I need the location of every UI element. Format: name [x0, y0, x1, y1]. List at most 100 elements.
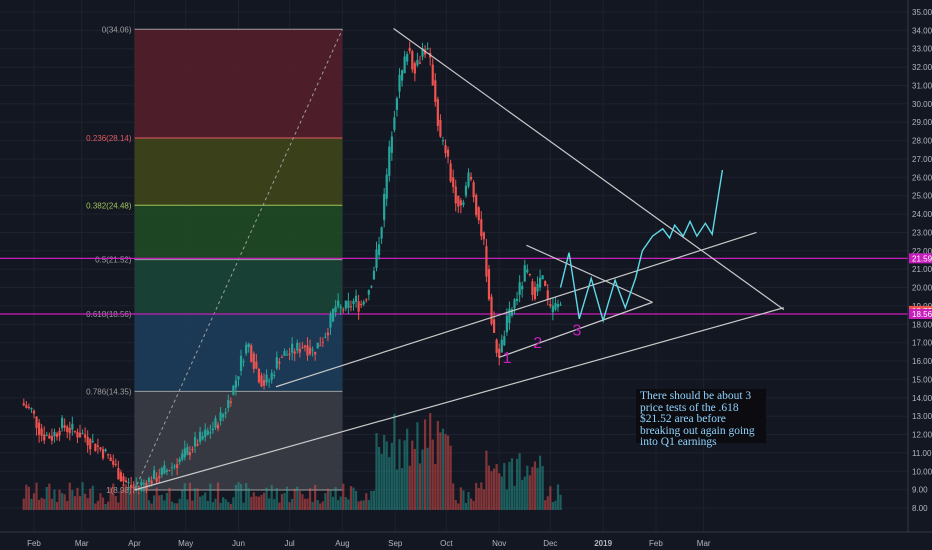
candle-body [326, 332, 330, 336]
candle-body [275, 357, 278, 369]
candle-body [298, 348, 301, 353]
volume-bar [426, 447, 429, 510]
candle-body [472, 182, 475, 198]
candle-body [314, 351, 317, 355]
candle-body [357, 301, 360, 312]
volume-bar [22, 498, 25, 510]
candle-body [25, 405, 28, 408]
candle-body [319, 345, 322, 347]
candle-body [104, 449, 107, 452]
volume-bar [546, 496, 549, 510]
x-tick-label: Dec [543, 539, 557, 548]
volume-bar [94, 503, 97, 510]
volume-bar [61, 493, 64, 510]
candle-body [234, 380, 238, 388]
candle-body [477, 207, 480, 221]
y-tick-label: 10.00 [912, 467, 932, 476]
candle-body [222, 414, 225, 418]
y-tick-label: 27.00 [912, 155, 932, 164]
volume-bar [130, 494, 133, 510]
fib-level-label: 0.236(28.14) [86, 134, 132, 143]
volume-bar [293, 488, 296, 510]
volume-bar [362, 500, 365, 510]
candle-body [101, 449, 105, 459]
volume-bar [117, 502, 120, 510]
candle-body [53, 431, 56, 437]
y-tick-label: 21.00 [912, 265, 932, 274]
volume-bar [262, 492, 266, 510]
trend-line [393, 28, 785, 311]
volume-bar [352, 487, 355, 510]
annotation-box[interactable]: There should be about 3 price tests of t… [636, 389, 766, 448]
candle-body [73, 430, 76, 432]
candle-body [546, 290, 549, 300]
candle-body [513, 299, 516, 309]
volume-bar [413, 448, 416, 510]
candle-body [112, 460, 115, 465]
volume-bar [89, 488, 92, 510]
volume-bar [124, 484, 128, 510]
candle-body [398, 74, 401, 92]
candle-body [252, 353, 255, 369]
candle-body [63, 425, 66, 428]
volume-bar [237, 482, 240, 510]
volume-bar [112, 483, 115, 510]
volume-bar [316, 499, 319, 510]
volume-bar [270, 484, 273, 510]
candle-body [35, 416, 38, 428]
volume-bar [538, 455, 542, 510]
volume-bar [357, 501, 360, 510]
candle-body [441, 140, 445, 142]
volume-bar [349, 486, 353, 510]
volume-bar [544, 500, 547, 510]
volume-bar [27, 486, 30, 510]
volume-bar [303, 498, 307, 510]
volume-bar [395, 469, 399, 510]
volume-bar [495, 464, 498, 510]
fib-zone [134, 138, 343, 206]
volume-bar [462, 490, 465, 510]
volume-bar [372, 490, 376, 510]
candle-body [487, 269, 491, 300]
volume-bar [377, 446, 381, 510]
volume-bar [485, 450, 488, 510]
volume-bar [229, 503, 232, 510]
volume-bar [178, 498, 181, 510]
candle-body [250, 345, 253, 362]
candle-body [124, 480, 128, 483]
trend-line [526, 244, 653, 303]
candle-body [160, 468, 163, 475]
volume-bar [423, 419, 427, 510]
candle-body [283, 351, 286, 356]
volume-bar [324, 493, 327, 510]
candle-body [165, 470, 169, 472]
y-tick-label: 11.00 [912, 449, 932, 458]
y-tick-label: 8.00 [912, 504, 928, 513]
candle-body [55, 433, 59, 437]
volume-bar [365, 493, 368, 510]
volume-bar [45, 486, 48, 510]
candle-body [168, 470, 171, 472]
volume-bar [531, 466, 534, 510]
candle-body [135, 485, 138, 488]
volume-bar [431, 439, 434, 510]
candle-body [492, 319, 496, 333]
candle-body [193, 437, 197, 447]
volume-bar [265, 487, 268, 510]
volume-bar [459, 487, 462, 510]
candle-body [421, 48, 424, 57]
volume-bar [234, 484, 238, 510]
candle-body [158, 476, 161, 479]
candle-body [288, 353, 291, 355]
volume-bar [334, 487, 337, 510]
candle-body [383, 193, 386, 221]
candle-body [127, 482, 130, 484]
volume-bar [306, 498, 309, 510]
volume-bar [477, 488, 480, 510]
volume-bar [515, 458, 519, 510]
candle-body [43, 434, 46, 441]
volume-bar [526, 465, 529, 510]
candle-body [50, 435, 53, 441]
volume-bar [176, 503, 179, 510]
